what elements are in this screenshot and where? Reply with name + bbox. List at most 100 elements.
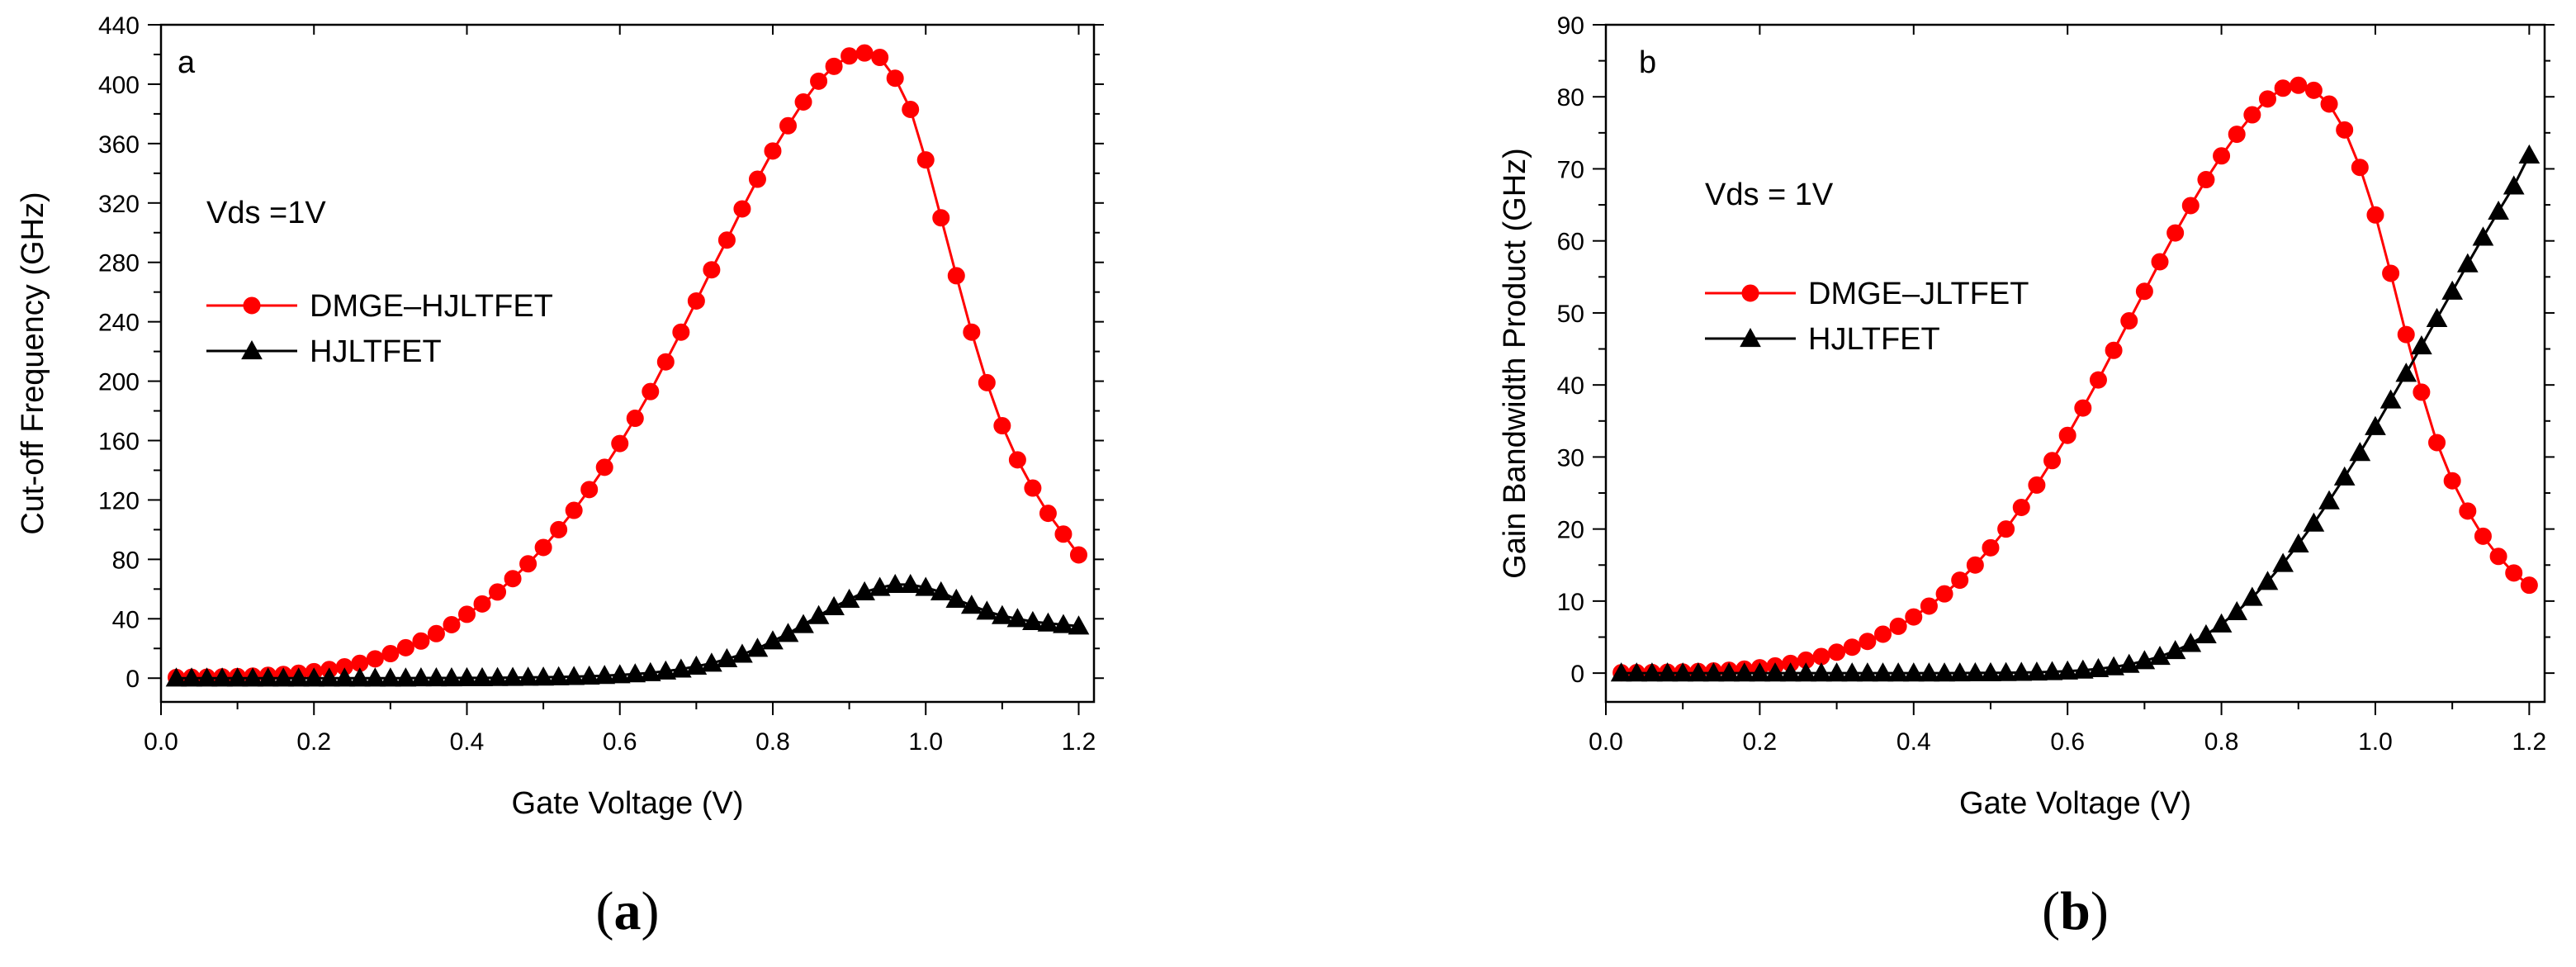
y-tick-label: 30 <box>1557 444 1584 472</box>
panel-letter: a <box>178 45 196 80</box>
legend-entry: DMGE–HJLTFET <box>310 289 553 324</box>
data-point <box>978 373 996 391</box>
y-tick-label: 60 <box>1557 229 1584 256</box>
data-point <box>257 667 279 687</box>
data-point <box>303 667 325 687</box>
data-point <box>1053 614 1074 633</box>
series-0 <box>168 44 1087 686</box>
data-point <box>2074 399 2092 417</box>
data-point <box>412 632 430 650</box>
data-point <box>2135 282 2153 301</box>
data-point <box>2503 175 2525 195</box>
x-tick-label: 0.2 <box>1743 728 1778 756</box>
data-point <box>732 643 753 663</box>
y-tick-label: 200 <box>98 369 140 396</box>
data-point <box>334 667 356 687</box>
data-point <box>2181 197 2200 215</box>
data-point <box>2441 280 2464 300</box>
data-point <box>1672 662 1694 682</box>
data-point <box>823 595 845 616</box>
data-point <box>670 658 692 678</box>
data-point <box>547 666 570 685</box>
data-point <box>396 638 414 657</box>
data-point <box>2228 126 2246 144</box>
data-point <box>1980 661 2001 681</box>
data-point <box>902 101 920 118</box>
data-point <box>533 666 554 686</box>
data-point <box>960 595 983 614</box>
data-point <box>1656 662 1679 682</box>
data-point <box>486 666 509 686</box>
y-axis-title: Cut-off Frequency (GHz) <box>16 192 50 534</box>
data-point <box>2413 383 2431 401</box>
caption-letter: b <box>2060 881 2091 941</box>
x-tick-label: 0.6 <box>603 728 637 756</box>
data-point <box>655 660 677 680</box>
y-axis-title: Gain Bandwidth Product (GHz) <box>1498 148 1532 579</box>
data-point <box>2290 76 2308 94</box>
data-point <box>2366 206 2384 224</box>
data-point <box>2333 466 2356 486</box>
data-point <box>748 170 766 188</box>
x-tick-label: 1.0 <box>2358 728 2393 756</box>
data-point <box>2028 476 2046 494</box>
caption-paren-open: ( <box>2042 881 2060 941</box>
data-point <box>871 49 889 67</box>
data-point <box>2518 144 2540 164</box>
data-point <box>1037 612 1059 632</box>
data-point <box>2057 660 2079 680</box>
panel-letter: b <box>1639 45 1656 80</box>
data-point <box>1687 662 1709 682</box>
data-point <box>1828 643 1846 661</box>
data-point <box>611 434 629 453</box>
plot-frame <box>159 23 1096 704</box>
data-point <box>2395 363 2417 382</box>
data-point <box>1872 662 1894 682</box>
plot-frame <box>1604 23 2546 704</box>
data-point <box>1068 615 1090 635</box>
data-point <box>932 209 950 227</box>
data-point <box>242 667 263 687</box>
data-point <box>2320 95 2338 113</box>
data-point <box>2210 613 2233 633</box>
x-tick-label: 0.0 <box>144 728 178 756</box>
data-point <box>1949 661 1971 682</box>
data-point <box>550 520 568 538</box>
data-point <box>563 666 585 685</box>
data-point <box>916 151 935 169</box>
caption-paren-close: ) <box>642 881 660 941</box>
data-point <box>2133 650 2156 670</box>
data-point <box>2258 90 2276 108</box>
data-point <box>2180 633 2202 652</box>
y-tick-label: 0 <box>1570 661 1584 688</box>
data-point <box>2043 452 2062 470</box>
x-tick-label: 0.8 <box>755 728 790 756</box>
data-point <box>2166 224 2185 242</box>
data-point <box>841 47 859 65</box>
data-point <box>639 661 661 681</box>
data-point <box>2351 159 2369 177</box>
data-point <box>1920 597 1938 615</box>
data-point <box>595 458 613 476</box>
data-point <box>626 410 644 428</box>
chart-panel-b: 0.0 0.2 0.4 0.6 0.8 1.0 1.2 0 10 20 30 40 50 60 70 80 90… <box>1498 12 2555 941</box>
data-point <box>930 581 952 601</box>
data-point <box>457 605 476 623</box>
data-point <box>1887 662 1909 682</box>
y-tick-label: 320 <box>98 191 140 218</box>
data-point <box>489 583 507 601</box>
legend-marker <box>1740 327 1761 348</box>
data-point <box>473 595 491 613</box>
data-point <box>2520 576 2538 595</box>
data-point <box>196 667 218 687</box>
series-line <box>1621 154 2531 675</box>
data-point <box>519 555 537 573</box>
data-point <box>733 200 751 218</box>
y-tick-label: 120 <box>98 487 140 514</box>
data-point <box>2103 656 2124 675</box>
data-point <box>2256 571 2279 590</box>
data-point <box>578 665 600 685</box>
data-point <box>2243 106 2261 124</box>
data-point <box>1966 556 1984 574</box>
data-point <box>1997 520 2015 538</box>
